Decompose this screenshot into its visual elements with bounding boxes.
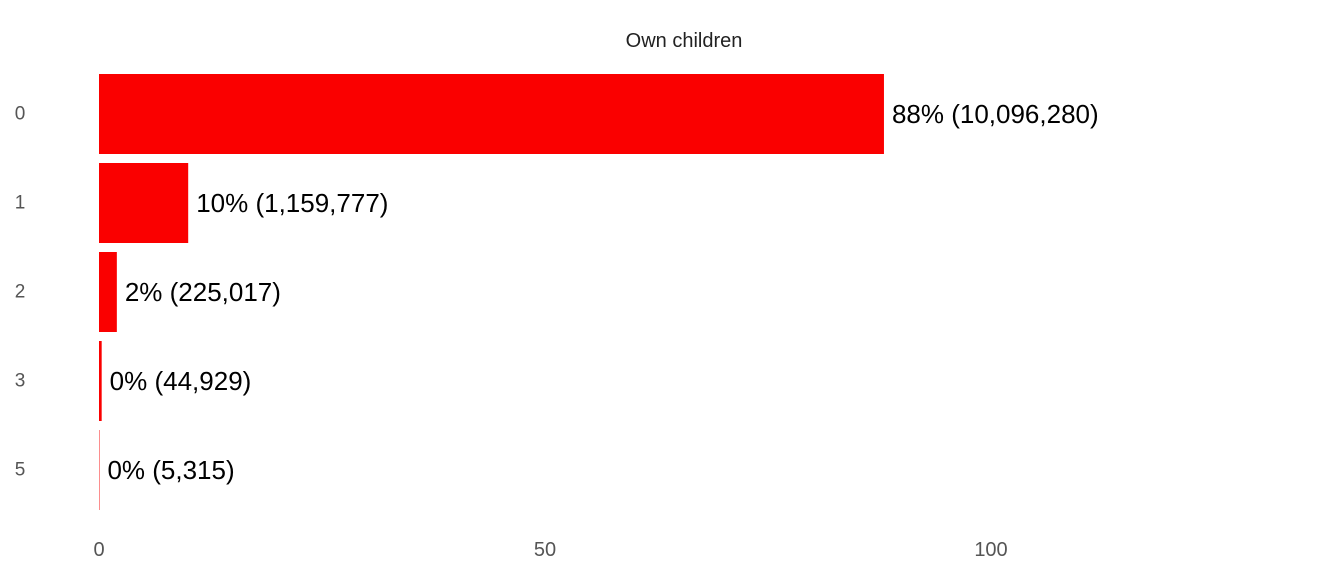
data-labels: 88% (10,096,280) 10% (1,159,777) 2% (225,0… xyxy=(107,99,1098,485)
bar-2 xyxy=(99,252,117,332)
data-label-0: 88% (10,096,280) xyxy=(892,99,1099,129)
category-label-2: 2 xyxy=(15,282,26,303)
x-axis-ticks: 0 50 100 xyxy=(93,539,1007,561)
data-label-3: 0% (44,929) xyxy=(110,366,252,396)
x-tick-label-50: 50 xyxy=(534,539,556,561)
category-label-5: 5 xyxy=(15,460,26,481)
category-labels: 0 1 2 3 5 xyxy=(15,104,26,481)
category-label-0: 0 xyxy=(15,104,26,125)
chart-title: Own children xyxy=(626,30,743,52)
x-tick-label-100: 100 xyxy=(974,539,1007,561)
category-label-3: 3 xyxy=(15,371,26,392)
bar-3 xyxy=(99,341,102,421)
data-label-5: 0% (5,315) xyxy=(107,455,234,485)
category-label-1: 1 xyxy=(15,193,26,214)
bar-0 xyxy=(99,74,884,154)
data-label-1: 10% (1,159,777) xyxy=(196,188,388,218)
bar-1 xyxy=(99,163,189,243)
data-label-2: 2% (225,017) xyxy=(125,277,281,307)
x-tick-label-0: 0 xyxy=(93,539,104,561)
bar-group xyxy=(99,74,884,510)
